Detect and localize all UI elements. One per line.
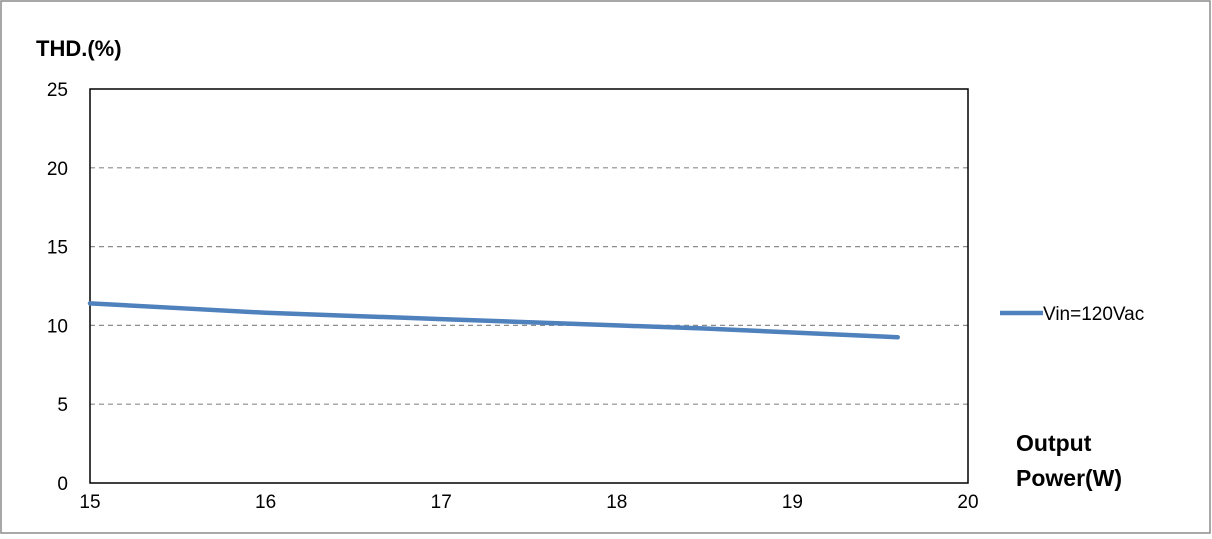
series-layer <box>87 301 901 340</box>
x-axis-title: Output Power(W) <box>1016 430 1122 491</box>
x-tick-label: 19 <box>782 492 803 513</box>
x-tick-label: 18 <box>606 492 627 513</box>
x-axis-title-line-2: Power(W) <box>1016 465 1122 491</box>
x-axis-title-line-1: Output <box>1016 430 1092 456</box>
legend: Vin=120Vac <box>1000 304 1144 325</box>
y-tick-label: 10 <box>47 316 68 337</box>
legend-label: Vin=120Vac <box>1043 304 1144 325</box>
x-tick-label: 20 <box>957 492 978 513</box>
x-tick-label: 17 <box>431 492 452 513</box>
y-tick-labels: 0 5 10 15 20 25 <box>47 80 68 495</box>
plot-area-frame <box>89 88 969 484</box>
y-tick-label: 25 <box>47 80 68 101</box>
x-tick-labels: 15 16 17 18 19 20 <box>79 492 978 513</box>
series-line-0 <box>87 301 901 340</box>
y-axis-title: THD.(%) <box>36 36 122 61</box>
y-tick-label: 5 <box>57 395 68 416</box>
y-tick-label: 20 <box>47 159 68 180</box>
x-tick-label: 16 <box>255 492 276 513</box>
grid-layer <box>90 167 968 405</box>
x-tick-label: 15 <box>79 492 100 513</box>
y-tick-label: 0 <box>57 474 68 495</box>
y-tick-label: 15 <box>47 238 68 259</box>
